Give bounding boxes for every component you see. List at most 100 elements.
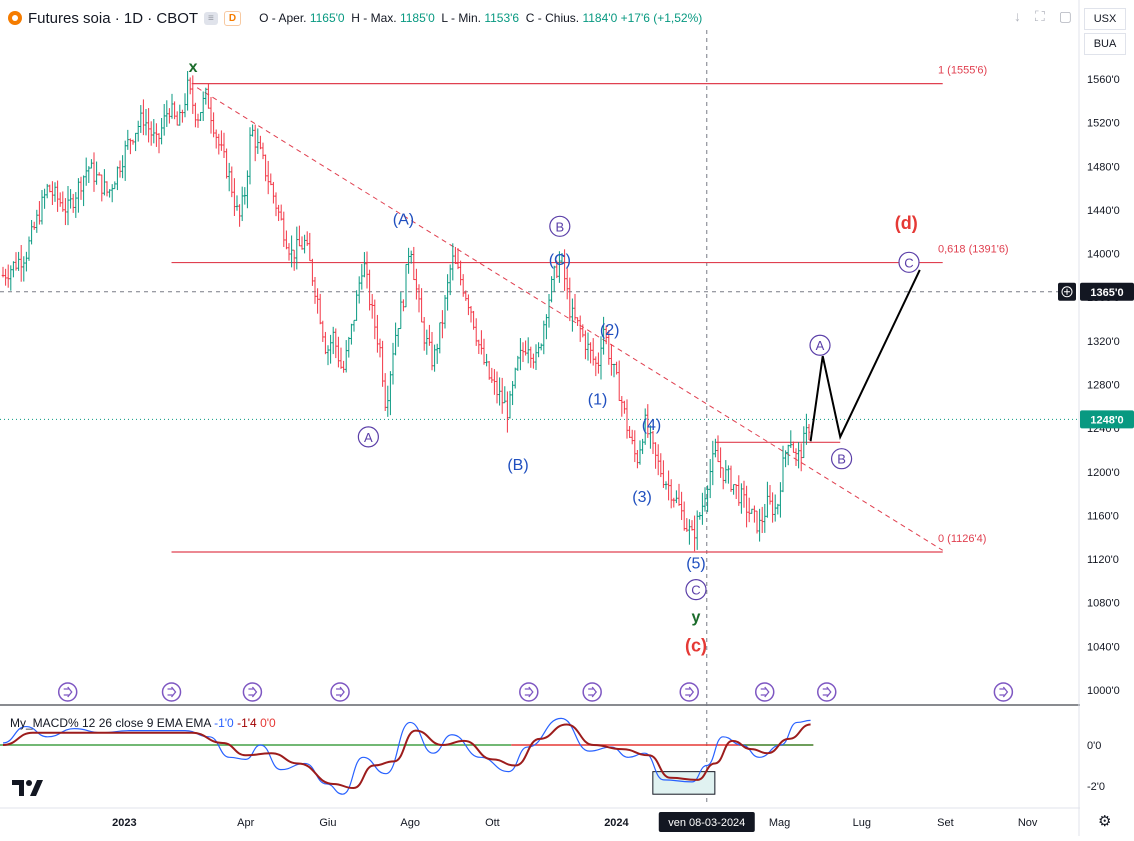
- fib-level-label: 0 (1126'4): [938, 533, 986, 545]
- signal-line: [2, 723, 811, 790]
- event-arrow-icon: [685, 686, 695, 698]
- close-label: C - Chius.: [525, 11, 580, 25]
- event-marker-icon: [754, 682, 775, 702]
- macd-title: My_MACD% 12 26 close 9 EMA EMA -1'0 -1'4…: [10, 716, 276, 730]
- signal-value: -1'4: [237, 716, 257, 730]
- wave-label: (3): [632, 489, 652, 506]
- wave-label: (1): [588, 392, 608, 409]
- ohlc-values: O - Aper. 1165'0 H - Max. 1185'0 L - Min…: [259, 11, 702, 25]
- event-marker-icon: [330, 682, 350, 702]
- y-tick-label: 1560'0: [1087, 74, 1120, 86]
- logo-part2: [30, 780, 43, 796]
- wave-circle: [685, 579, 707, 601]
- y-tick-label: 1520'0: [1087, 118, 1120, 130]
- unit-selector[interactable]: BUA: [1084, 33, 1126, 55]
- event-arrow-icon: [167, 686, 177, 698]
- x-tick-label: Ago: [400, 817, 420, 829]
- y-tick-label: 1200'0: [1087, 467, 1120, 479]
- crosshair-price-label: 1365'0: [1058, 282, 1134, 301]
- wave-label: (A): [393, 212, 414, 229]
- y-tick-label: 1320'0: [1087, 336, 1120, 348]
- delay-badge[interactable]: D: [223, 10, 242, 26]
- low-label: L - Min.: [441, 11, 481, 25]
- event-arrow-icon: [760, 686, 770, 698]
- plus-icon-cross: [1064, 288, 1070, 295]
- x-tick-label: Mag: [769, 817, 790, 829]
- wave-label: B: [555, 219, 564, 234]
- plus-icon: [1061, 286, 1073, 298]
- wave-label: (5): [686, 555, 706, 572]
- wave-label: (B): [507, 457, 528, 474]
- wave-circle: [898, 251, 920, 273]
- price-bars: [1, 71, 811, 552]
- fullscreen-icon[interactable]: ⛶: [1034, 8, 1045, 24]
- macd-tick-label: 0'0: [1087, 740, 1101, 752]
- wave-label: A: [816, 338, 825, 353]
- crosshair-price-label-text: 1365'0: [1090, 287, 1123, 299]
- wave-label: B: [837, 452, 846, 467]
- event-arrow-icon: [248, 686, 258, 698]
- y-tick-label: 1440'0: [1087, 205, 1120, 217]
- symbol-title[interactable]: Futures soia · 1D · CBOT: [28, 9, 199, 27]
- x-tick-label: 2023: [112, 817, 136, 829]
- wave-label: C: [691, 583, 700, 598]
- x-tick-label: Giu: [319, 817, 336, 829]
- wave-label: x: [189, 59, 198, 76]
- y-tick-label: 1160'0: [1087, 510, 1119, 522]
- menu-icon[interactable]: ≡: [204, 11, 218, 25]
- crosshair-date-label: ven 08-03-2024: [658, 812, 755, 832]
- change-value: +17'6 (+1,52%): [620, 11, 703, 25]
- window-icon[interactable]: ▢: [1058, 8, 1072, 24]
- chart-header: Futures soia · 1D · CBOT ≡ D O - Aper. 1…: [8, 7, 702, 29]
- projection-path: [809, 269, 921, 442]
- event-arrow-icon: [822, 686, 832, 698]
- macd-value: -1'0: [214, 716, 234, 730]
- x-tick-label: Lug: [853, 817, 871, 829]
- event-marker-icon: [242, 682, 263, 702]
- last-price-label-text: 1248'0: [1090, 414, 1123, 426]
- wave-label: (4): [642, 417, 662, 434]
- fib-level-label: 1 (1555'6): [938, 65, 987, 77]
- event-marker-icon: [817, 682, 837, 702]
- event-arrow-icon: [63, 686, 73, 698]
- event-marker-icon: [582, 682, 602, 702]
- tradingview-logo-icon: [12, 780, 43, 796]
- macd-line: [2, 717, 811, 795]
- high-label: H - Max.: [351, 11, 397, 25]
- event-marker-icon: [57, 682, 78, 702]
- currency-selector[interactable]: USX: [1084, 8, 1126, 30]
- event-arrow-icon: [336, 686, 345, 698]
- macd-highlight-box: [652, 771, 716, 795]
- arrow-down-icon[interactable]: ↓: [1013, 8, 1021, 24]
- crosshair-price-label-bg: [1080, 282, 1134, 301]
- crosshair-date-text: ven 08-03-2024: [668, 817, 745, 829]
- wave-label: C: [904, 255, 913, 270]
- trend-line: [196, 87, 943, 551]
- wave-label: (2): [600, 322, 620, 339]
- y-tick-label: 1480'0: [1087, 161, 1120, 173]
- open-label: O - Aper.: [259, 11, 307, 25]
- wave-circle: [549, 215, 571, 237]
- gear-icon[interactable]: ⚙: [1098, 813, 1112, 830]
- event-marker-icon: [161, 682, 182, 702]
- y-tick-label: 1120'0: [1087, 554, 1119, 566]
- y-tick-label: 1080'0: [1087, 598, 1120, 610]
- top-toolbar: ↓ ⛶ ▢: [1014, 8, 1072, 25]
- last-price-label-bg: [1080, 410, 1134, 429]
- logo-dot: [26, 780, 32, 786]
- y-tick-label: 1040'0: [1087, 641, 1120, 653]
- x-tick-label: Nov: [1018, 817, 1038, 829]
- event-marker-icon: [519, 682, 539, 702]
- wave-circle: [809, 334, 831, 356]
- macd-tick-label: -2'0: [1087, 781, 1105, 793]
- event-arrow-icon: [999, 686, 1009, 698]
- event-arrow-icon: [588, 686, 598, 698]
- wave-circle: [830, 448, 853, 470]
- macd-name: My_MACD% 12 26 close 9 EMA EMA: [10, 716, 211, 730]
- y-tick-label: 1280'0: [1087, 380, 1120, 392]
- close-value: 1184'0: [582, 11, 618, 25]
- x-tick-label: Ott: [485, 817, 500, 829]
- logo-part: [12, 780, 24, 796]
